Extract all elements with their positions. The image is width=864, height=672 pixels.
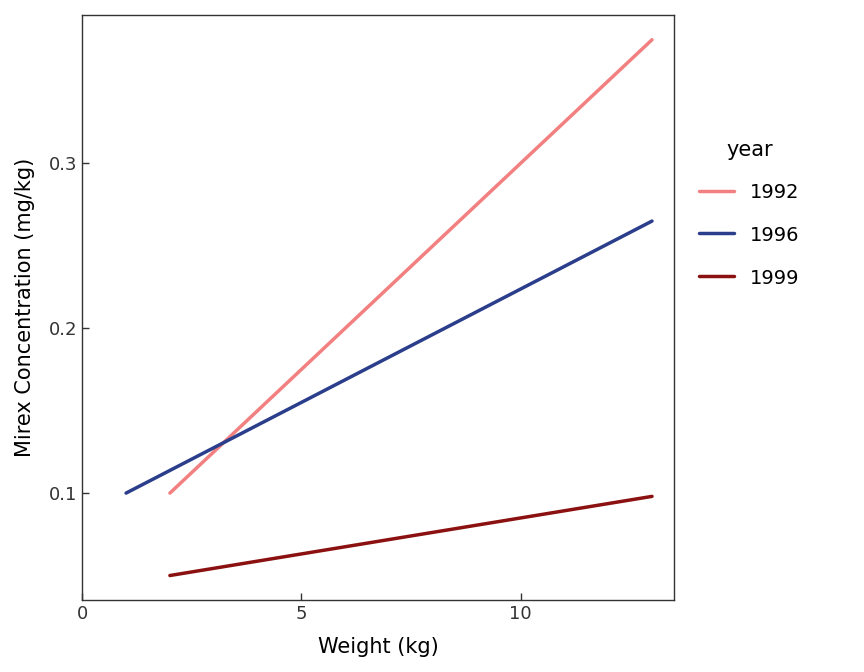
Legend: 1992, 1996, 1999: 1992, 1996, 1999: [689, 130, 809, 298]
X-axis label: Weight (kg): Weight (kg): [318, 637, 438, 657]
Y-axis label: Mirex Concentration (mg/kg): Mirex Concentration (mg/kg): [15, 158, 35, 457]
